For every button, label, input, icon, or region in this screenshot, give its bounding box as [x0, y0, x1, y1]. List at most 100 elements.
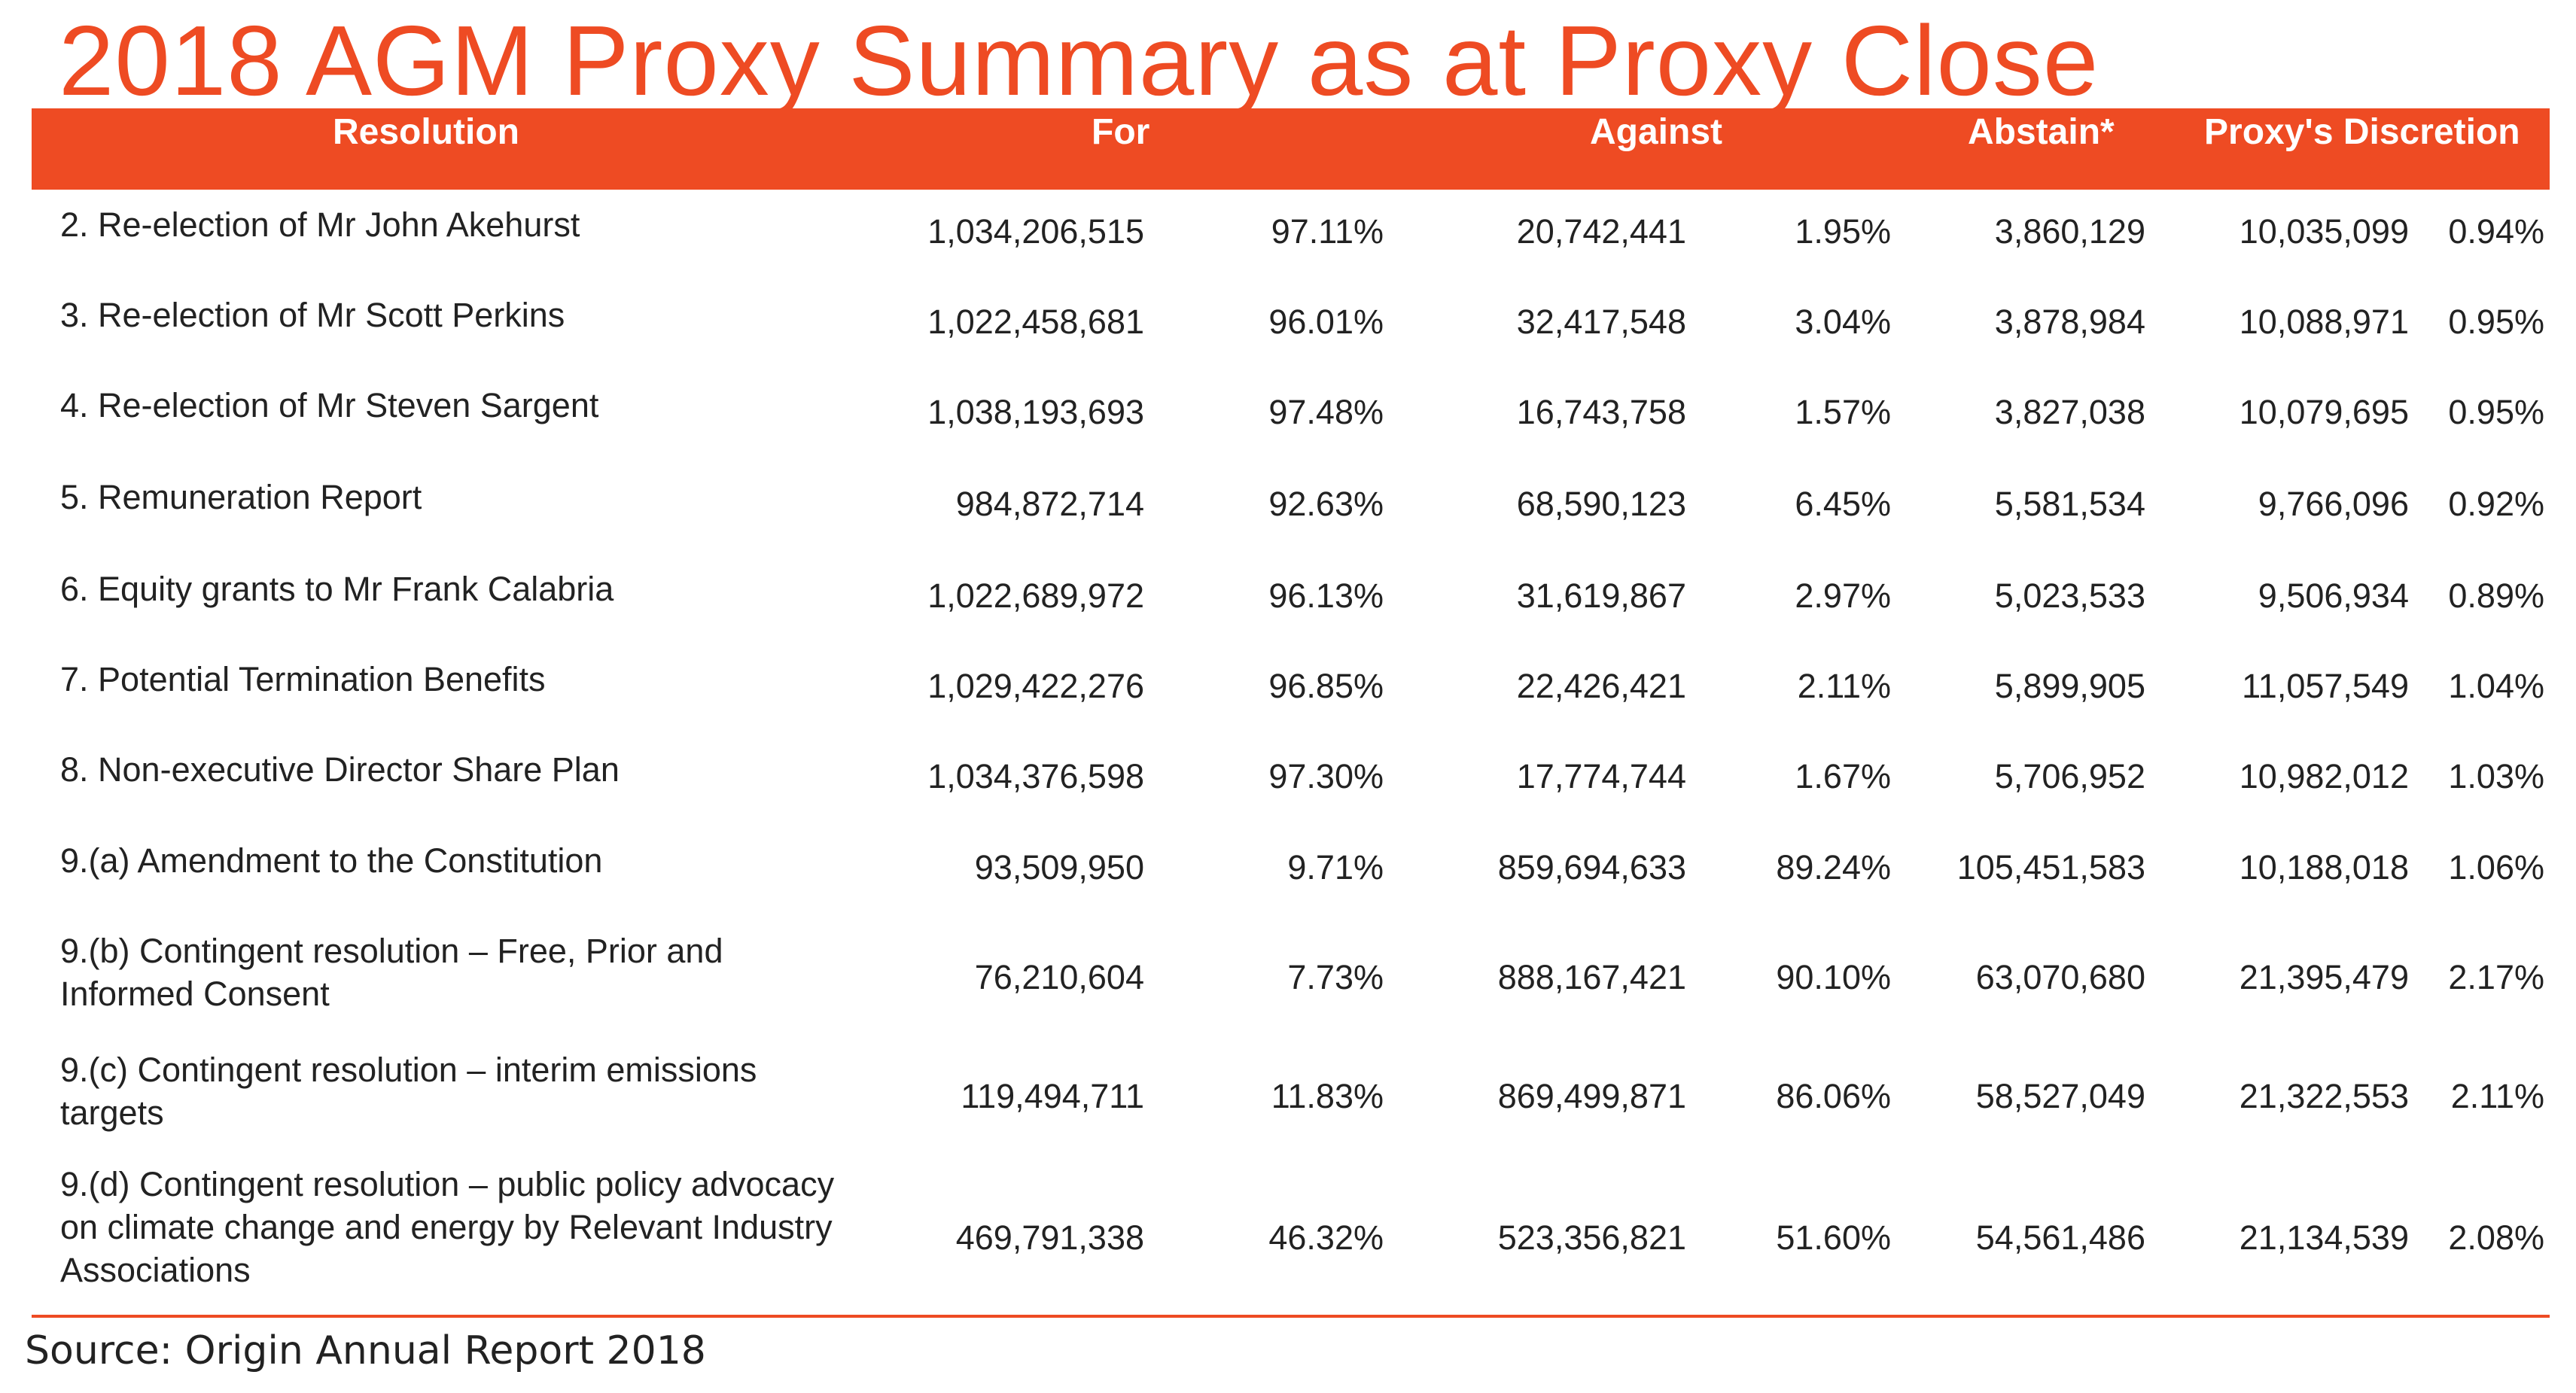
- resolution-label: 9.(b) Contingent resolution – Free, Prio…: [60, 932, 723, 1013]
- table-row: 9.(a) Amendment to the Constitution 93,50…: [32, 839, 2550, 887]
- for-count: 119,494,711: [961, 1077, 1144, 1115]
- table-row: 9.(d) Contingent resolution – public pol…: [32, 1163, 2550, 1298]
- discretion-count: 10,088,971: [2239, 303, 2409, 341]
- discretion-percent: 0.89%: [2448, 576, 2544, 615]
- discretion-percent: 2.17%: [2448, 958, 2544, 996]
- against-percent: 1.95%: [1795, 212, 1891, 251]
- for-count: 1,038,193,693: [927, 393, 1144, 431]
- abstain-count: 105,451,583: [1956, 848, 2145, 887]
- header-resolution: Resolution: [333, 112, 519, 152]
- against-percent: 90.10%: [1776, 958, 1891, 996]
- discretion-count: 21,395,479: [2239, 958, 2409, 996]
- abstain-count: 5,023,533: [1994, 576, 2145, 615]
- against-count: 31,619,867: [1516, 576, 1686, 615]
- against-count: 869,499,871: [1497, 1077, 1686, 1115]
- for-percent: 97.48%: [1268, 393, 1384, 431]
- against-percent: 86.06%: [1776, 1077, 1891, 1115]
- for-count: 984,872,714: [955, 485, 1144, 523]
- bottom-divider: [32, 1315, 2550, 1318]
- resolution-label: 9.(d) Contingent resolution – public pol…: [60, 1165, 835, 1289]
- table-row: 4. Re-election of Mr Steven Sargent 1,038…: [32, 384, 2550, 431]
- abstain-count: 54,561,486: [1975, 1218, 2145, 1257]
- for-percent: 96.01%: [1268, 303, 1384, 341]
- resolution-label: 7. Potential Termination Benefits: [60, 660, 546, 698]
- discretion-percent: 0.95%: [2448, 303, 2544, 341]
- for-count: 1,022,458,681: [927, 303, 1144, 341]
- abstain-count: 58,527,049: [1975, 1077, 2145, 1115]
- table-row: 6. Equity grants to Mr Frank Calabria 1,0…: [32, 567, 2550, 615]
- abstain-count: 5,581,534: [1994, 485, 2145, 523]
- discretion-percent: 1.04%: [2448, 667, 2544, 705]
- discretion-percent: 2.08%: [2448, 1218, 2544, 1257]
- abstain-count: 5,706,952: [1994, 757, 2145, 795]
- abstain-count: 3,827,038: [1994, 393, 2145, 431]
- discretion-count: 10,188,018: [2239, 848, 2409, 887]
- table-row: 9.(c) Contingent resolution – interim em…: [32, 1048, 2550, 1139]
- for-percent: 97.11%: [1271, 212, 1384, 251]
- resolution-label: 2. Re-election of Mr John Akehurst: [60, 205, 580, 244]
- for-percent: 11.83%: [1271, 1077, 1384, 1115]
- header-against: Against: [1590, 112, 1723, 152]
- against-count: 68,590,123: [1516, 485, 1686, 523]
- page-title: 2018 AGM Proxy Summary as at Proxy Close: [59, 5, 2099, 116]
- for-count: 76,210,604: [974, 958, 1144, 996]
- discretion-percent: 0.95%: [2448, 393, 2544, 431]
- resolution-label: 4. Re-election of Mr Steven Sargent: [60, 386, 599, 424]
- table-row: 9.(b) Contingent resolution – Free, Prio…: [32, 929, 2550, 1020]
- discretion-count: 11,057,549: [2242, 667, 2409, 705]
- header-abstain: Abstain*: [1968, 112, 2115, 152]
- discretion-count: 9,506,934: [2258, 576, 2409, 615]
- against-count: 20,742,441: [1516, 212, 1686, 251]
- discretion-count: 10,035,099: [2239, 212, 2409, 251]
- discretion-percent: 2.11%: [2450, 1077, 2544, 1115]
- against-percent: 89.24%: [1776, 848, 1891, 887]
- discretion-count: 9,766,096: [2258, 485, 2409, 523]
- against-percent: 1.67%: [1795, 757, 1891, 795]
- against-percent: 3.04%: [1795, 303, 1891, 341]
- header-for: For: [1092, 112, 1150, 152]
- discretion-count: 10,079,695: [2239, 393, 2409, 431]
- against-count: 32,417,548: [1516, 303, 1686, 341]
- against-percent: 2.97%: [1795, 576, 1891, 615]
- discretion-count: 21,134,539: [2239, 1218, 2409, 1257]
- for-count: 469,791,338: [955, 1218, 1144, 1257]
- for-count: 1,022,689,972: [927, 576, 1144, 615]
- table-row: 3. Re-election of Mr Scott Perkins 1,022,…: [32, 294, 2550, 341]
- for-percent: 97.30%: [1268, 757, 1384, 795]
- resolution-label: 6. Equity grants to Mr Frank Calabria: [60, 570, 614, 608]
- for-count: 1,034,376,598: [927, 757, 1144, 795]
- discretion-percent: 0.92%: [2448, 485, 2544, 523]
- discretion-percent: 1.03%: [2448, 757, 2544, 795]
- discretion-percent: 1.06%: [2448, 848, 2544, 887]
- against-count: 859,694,633: [1497, 848, 1686, 887]
- against-count: 22,426,421: [1516, 667, 1686, 705]
- resolution-label: 9.(c) Contingent resolution – interim em…: [60, 1051, 757, 1132]
- against-percent: 1.57%: [1795, 393, 1891, 431]
- abstain-count: 5,899,905: [1994, 667, 2145, 705]
- for-percent: 7.73%: [1287, 958, 1384, 996]
- resolution-label: 8. Non-executive Director Share Plan: [60, 750, 620, 789]
- table-header: Resolution For Against Abstain* Proxy's …: [32, 108, 2550, 190]
- for-count: 1,029,422,276: [927, 667, 1144, 705]
- table-row: 8. Non-executive Director Share Plan 1,03…: [32, 748, 2550, 795]
- against-count: 523,356,821: [1497, 1218, 1686, 1257]
- source-note: Source: Origin Annual Report 2018: [25, 1328, 706, 1373]
- against-percent: 2.11%: [1797, 667, 1891, 705]
- resolution-label: 9.(a) Amendment to the Constitution: [60, 841, 603, 880]
- discretion-count: 21,322,553: [2239, 1077, 2409, 1115]
- for-percent: 9.71%: [1287, 848, 1384, 887]
- against-percent: 6.45%: [1795, 485, 1891, 523]
- resolution-label: 5. Remuneration Report: [60, 478, 422, 516]
- against-count: 16,743,758: [1516, 393, 1686, 431]
- against-count: 888,167,421: [1497, 958, 1686, 996]
- against-count: 17,774,744: [1516, 757, 1686, 795]
- header-proxys-discretion: Proxy's Discretion: [2204, 112, 2520, 152]
- abstain-count: 63,070,680: [1975, 958, 2145, 996]
- for-percent: 96.85%: [1268, 667, 1384, 705]
- table-row: 7. Potential Termination Benefits 1,029,4…: [32, 658, 2550, 705]
- abstain-count: 3,860,129: [1994, 212, 2145, 251]
- discretion-count: 10,982,012: [2239, 757, 2409, 795]
- for-percent: 96.13%: [1268, 576, 1384, 615]
- table-row: 2. Re-election of Mr John Akehurst 1,034,…: [32, 203, 2550, 251]
- for-count: 1,034,206,515: [927, 212, 1144, 251]
